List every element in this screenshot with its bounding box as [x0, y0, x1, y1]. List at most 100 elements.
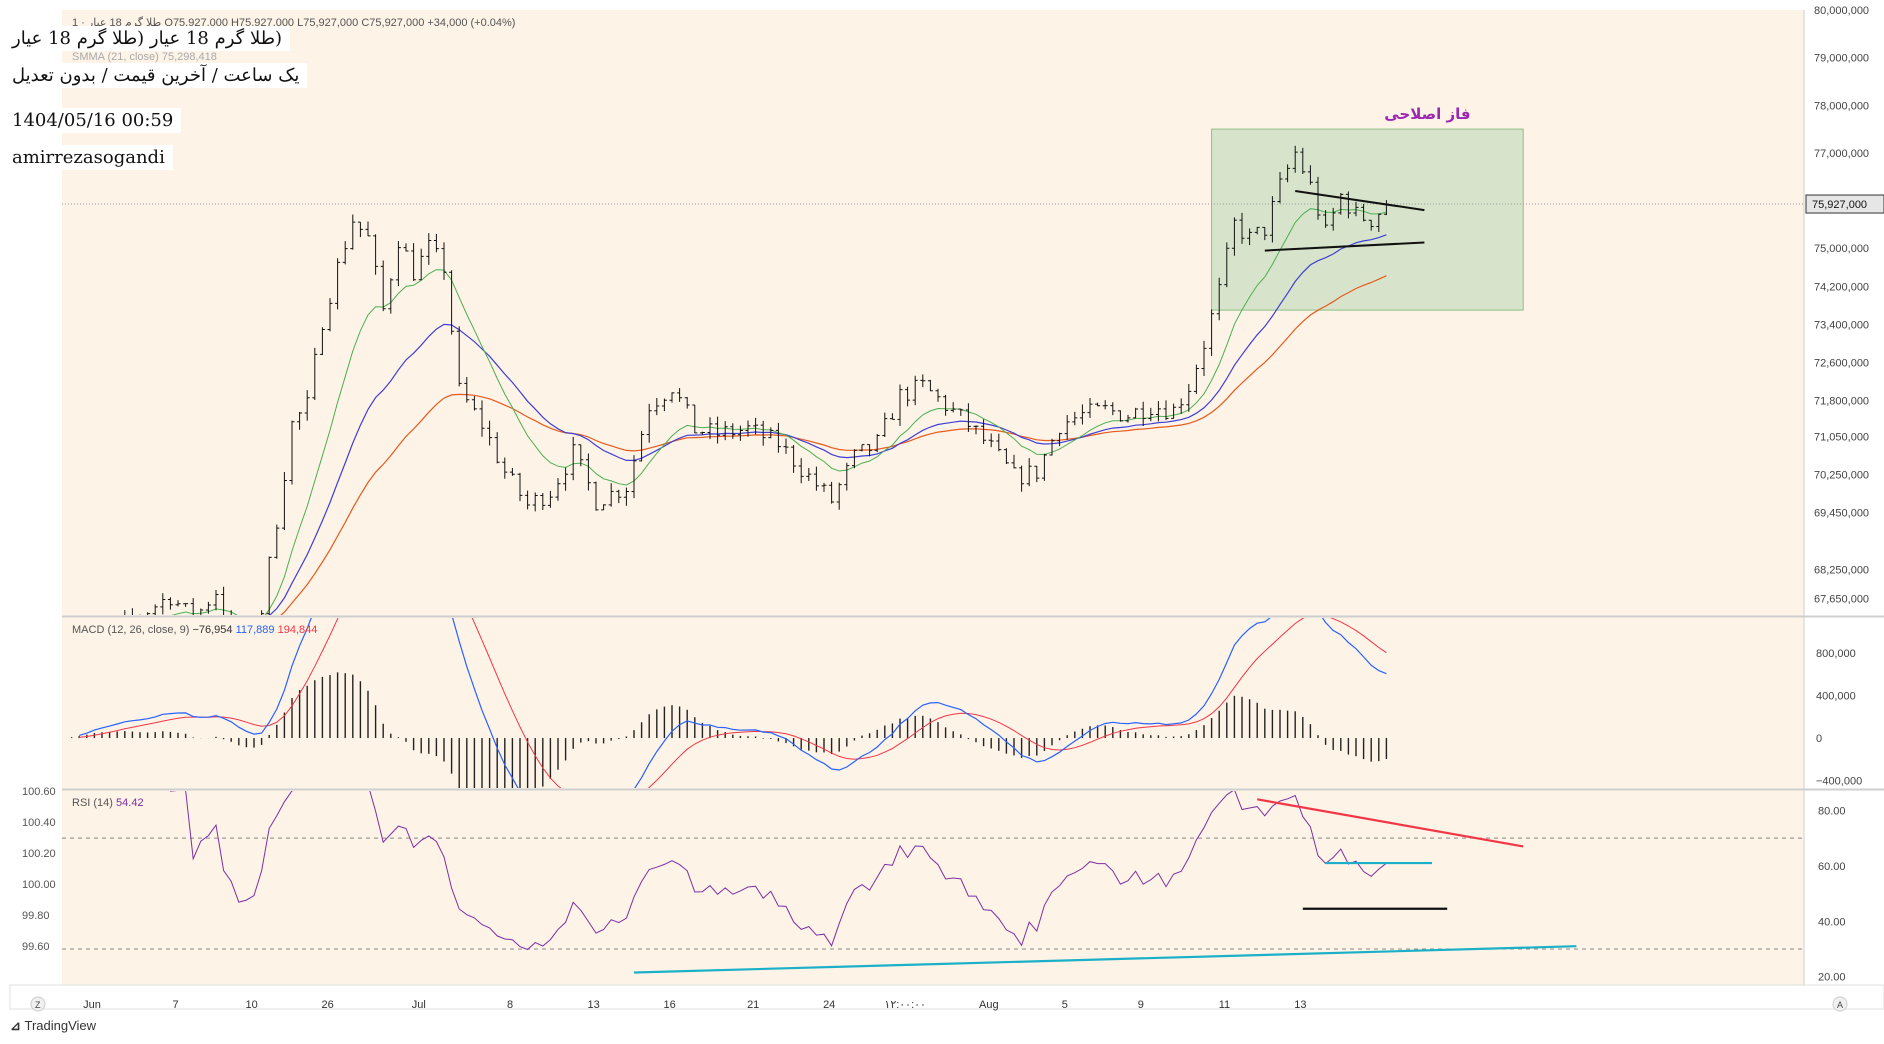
price-bar [1041, 453, 1047, 481]
time-tick-label: 11 [1219, 999, 1230, 1011]
price-bar [1247, 228, 1253, 246]
rsi-left-tick-label: 99.80 [22, 910, 50, 922]
price-bar [517, 472, 523, 502]
price-bar [449, 270, 455, 335]
rsi-pane [62, 791, 1804, 974]
time-tick-label: 8 [507, 999, 513, 1011]
price-bar [395, 241, 401, 286]
correction-box-label: فاز اصلاحی [1384, 105, 1470, 123]
price-bar [471, 396, 477, 411]
time-tick-label: 16 [663, 999, 675, 1011]
price-bar [1019, 465, 1025, 492]
price-bar [585, 453, 591, 491]
price-bar [124, 610, 126, 615]
tradingview-logo[interactable]: ⊿ TradingView [10, 1018, 96, 1034]
price-bar [699, 431, 705, 435]
price-bar [1163, 400, 1169, 421]
time-axis-border [9, 984, 1884, 1010]
last-price-tag [1805, 194, 1884, 214]
price-bar [563, 467, 569, 491]
time-tick-label: 7 [173, 999, 179, 1011]
price-bar [1034, 465, 1040, 483]
auto-scale-left-button[interactable] [30, 996, 46, 1012]
price-bar [760, 420, 766, 446]
price-bar [851, 449, 857, 469]
time-tick-label: 24 [823, 999, 835, 1011]
price-bar [1323, 210, 1329, 228]
tradingview-logo-icon: ⊿ [10, 1018, 25, 1033]
price-bar [1338, 192, 1344, 215]
price-bar [357, 221, 363, 238]
time-tick-label: 13 [1294, 999, 1306, 1011]
price-bar [319, 327, 325, 356]
datetime-annotation: 1404/05/16 00:59 [8, 108, 182, 133]
chart-subtitle-annotation: یک ساعت / آخرین قیمت / بدون تعدیل [8, 63, 308, 88]
macd-signal-line [79, 618, 1387, 788]
macd-pane [70, 618, 1388, 788]
price-bar [601, 504, 607, 511]
auto-scale-right-button-label: A [1837, 1000, 1843, 1010]
price-bar [753, 417, 759, 435]
price-bar [479, 400, 485, 437]
price-tick-label: 71,800,000 [1814, 396, 1869, 408]
price-bar [593, 481, 599, 511]
price-bar [547, 490, 553, 508]
auto-scale-right-button[interactable] [1832, 996, 1848, 1012]
macd-tick-label: −400,000 [1816, 776, 1862, 788]
price-bar [973, 425, 979, 435]
price-bar [798, 458, 804, 484]
macd-tick-label: 400,000 [1816, 691, 1856, 703]
price-bar [190, 597, 194, 615]
time-tick-label: ۱۲:۰۰:۰۰ [884, 999, 926, 1011]
price-bar [623, 487, 629, 506]
price-bar [1224, 242, 1230, 288]
price-bar [669, 392, 675, 403]
price-bar [943, 394, 949, 416]
price-bar [836, 482, 842, 510]
price-bar [261, 610, 265, 615]
price-bar [821, 482, 827, 492]
time-tick-label: Jul [412, 999, 426, 1011]
price-bar [502, 457, 508, 479]
triangle-trendline-1 [1264, 241, 1425, 252]
rsi-legend-value: 54.42 [116, 797, 144, 809]
price-bar [1262, 226, 1268, 241]
price-bar [289, 420, 295, 485]
macd-line [79, 618, 1387, 788]
price-tick-label: 80,000,000 [1814, 5, 1869, 17]
price-bar [456, 326, 462, 387]
plot-background [62, 10, 1804, 985]
price-bar [1049, 438, 1055, 456]
price-bar [692, 404, 698, 434]
price-tick-label: 73,400,000 [1814, 319, 1869, 331]
price-bar [889, 413, 895, 420]
price-bar [167, 597, 173, 610]
price-tick-label: 74,200,000 [1814, 281, 1869, 293]
price-bar [661, 398, 667, 412]
price-bar [200, 608, 204, 615]
price-bar [540, 492, 546, 511]
price-bar [578, 444, 584, 467]
price-tick-label: 75,000,000 [1814, 243, 1869, 255]
price-axis-background [1804, 10, 1884, 985]
price-bar [1148, 407, 1154, 422]
price-bar [958, 408, 964, 416]
price-bar [867, 444, 873, 457]
price-bar [730, 423, 736, 439]
macd-legend-signal: 194,844 [277, 624, 318, 636]
auto-scale-left-button-label: Z [35, 1000, 41, 1010]
time-tick-label: 9 [1138, 999, 1144, 1011]
time-tick-label: Aug [979, 999, 999, 1011]
price-bar [433, 233, 439, 253]
price-bar [988, 433, 994, 448]
price-bar [297, 411, 303, 430]
price-bar [411, 243, 417, 281]
rsi-left-tick-label: 99.60 [22, 941, 50, 953]
price-bar [388, 278, 394, 314]
price-bar [464, 377, 470, 403]
price-bar [677, 388, 683, 402]
price-bar [160, 593, 166, 615]
price-bar [829, 481, 835, 504]
price-bar [1102, 400, 1108, 410]
